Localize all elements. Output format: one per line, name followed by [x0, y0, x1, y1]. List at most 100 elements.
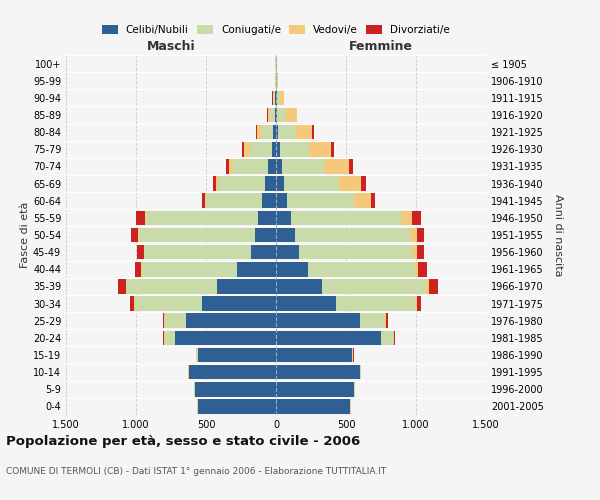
Bar — [272, 90, 273, 105]
Bar — [295, 228, 410, 242]
Bar — [244, 142, 250, 156]
Bar — [196, 348, 197, 362]
Bar — [257, 125, 262, 140]
Bar — [131, 228, 138, 242]
Legend: Celibi/Nubili, Coniugati/e, Vedovi/e, Divorziati/e: Celibi/Nubili, Coniugati/e, Vedovi/e, Di… — [102, 25, 450, 35]
Bar — [267, 108, 268, 122]
Bar — [242, 142, 244, 156]
Bar — [130, 296, 134, 311]
Bar — [275, 108, 276, 122]
Bar — [256, 125, 257, 140]
Bar — [323, 159, 349, 174]
Bar — [299, 245, 413, 260]
Bar — [218, 176, 265, 191]
Bar — [141, 262, 142, 276]
Bar — [145, 210, 146, 225]
Bar — [268, 108, 270, 122]
Bar — [195, 382, 276, 396]
Bar — [277, 90, 280, 105]
Text: Maschi: Maschi — [146, 40, 196, 54]
Bar — [410, 228, 416, 242]
Bar — [381, 330, 394, 345]
Bar — [276, 108, 277, 122]
Bar — [360, 365, 361, 380]
Bar — [361, 176, 366, 191]
Bar — [188, 365, 189, 380]
Bar — [416, 228, 424, 242]
Bar — [276, 176, 284, 191]
Bar — [276, 399, 350, 413]
Bar — [276, 245, 299, 260]
Bar — [415, 262, 418, 276]
Bar — [197, 348, 276, 362]
Text: Popolazione per età, sesso e stato civile - 2006: Popolazione per età, sesso e stato civil… — [6, 435, 360, 448]
Bar — [126, 279, 217, 293]
Bar — [313, 125, 314, 140]
Bar — [262, 125, 273, 140]
Text: COMUNE DI TERMOLI (CB) - Dati ISTAT 1° gennaio 2006 - Elaborazione TUTTITALIA.IT: COMUNE DI TERMOLI (CB) - Dati ISTAT 1° g… — [6, 468, 386, 476]
Bar — [276, 228, 295, 242]
Bar — [237, 262, 276, 276]
Y-axis label: Anni di nascita: Anni di nascita — [553, 194, 563, 276]
Text: Femmine: Femmine — [349, 40, 413, 54]
Bar — [229, 159, 233, 174]
Bar — [270, 108, 275, 122]
Bar — [138, 228, 139, 242]
Bar — [134, 262, 141, 276]
Bar — [276, 382, 355, 396]
Bar — [297, 108, 298, 122]
Bar — [308, 262, 415, 276]
Bar — [322, 279, 426, 293]
Bar — [276, 159, 281, 174]
Bar — [296, 125, 313, 140]
Bar — [276, 210, 292, 225]
Bar — [277, 108, 286, 122]
Bar — [309, 142, 331, 156]
Bar — [394, 330, 395, 345]
Bar — [250, 142, 272, 156]
Bar — [401, 210, 412, 225]
Bar — [418, 245, 424, 260]
Bar — [286, 108, 297, 122]
Bar — [276, 125, 278, 140]
Bar — [349, 159, 353, 174]
Bar — [277, 74, 278, 88]
Bar — [418, 262, 427, 276]
Bar — [258, 210, 276, 225]
Bar — [284, 176, 339, 191]
Bar — [226, 159, 229, 174]
Bar — [336, 296, 415, 311]
Bar — [268, 159, 276, 174]
Bar — [164, 330, 175, 345]
Bar — [276, 314, 360, 328]
Bar — [145, 245, 251, 260]
Bar — [287, 194, 354, 208]
Bar — [426, 279, 428, 293]
Bar — [276, 330, 381, 345]
Bar — [125, 279, 126, 293]
Bar — [189, 365, 276, 380]
Bar — [360, 314, 385, 328]
Bar — [276, 194, 287, 208]
Bar — [276, 90, 277, 105]
Bar — [280, 90, 284, 105]
Bar — [385, 314, 386, 328]
Bar — [144, 245, 145, 260]
Bar — [339, 176, 361, 191]
Bar — [187, 314, 276, 328]
Bar — [255, 228, 276, 242]
Bar — [163, 330, 164, 345]
Bar — [415, 296, 417, 311]
Bar — [276, 365, 360, 380]
Bar — [413, 245, 418, 260]
Bar — [175, 330, 276, 345]
Bar — [197, 399, 276, 413]
Bar — [276, 296, 336, 311]
Bar — [136, 210, 145, 225]
Bar — [163, 314, 164, 328]
Bar — [205, 194, 206, 208]
Bar — [276, 142, 280, 156]
Bar — [276, 262, 308, 276]
Bar — [272, 142, 276, 156]
Bar — [276, 279, 322, 293]
